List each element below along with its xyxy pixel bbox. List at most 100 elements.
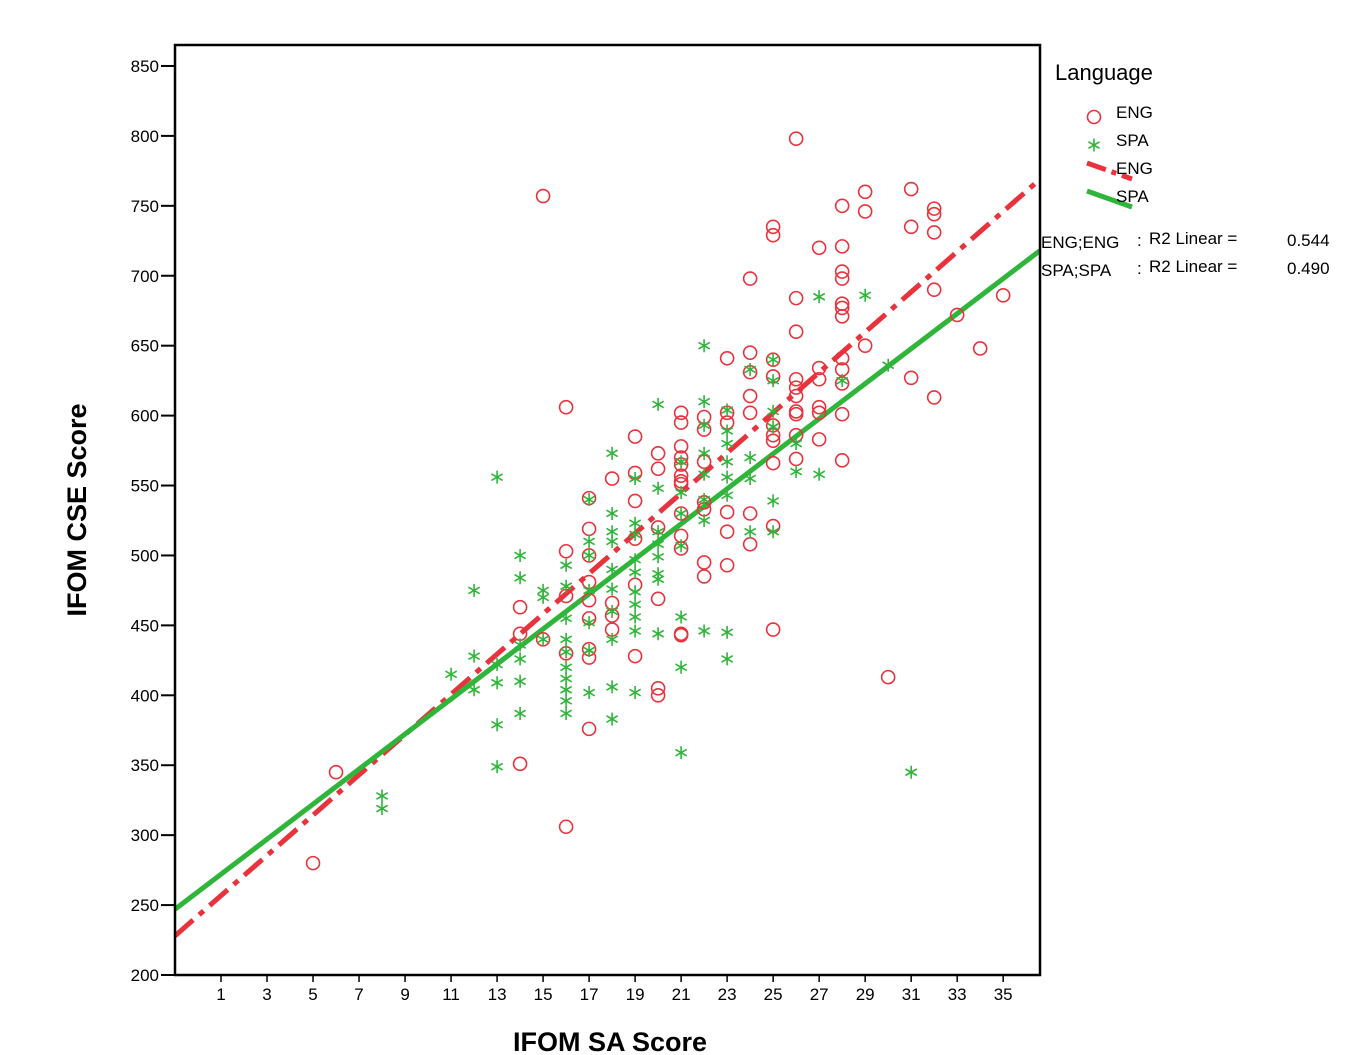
legend-marker-spa (1087, 138, 1101, 152)
data-point-spa (491, 760, 504, 774)
data-point-spa (836, 374, 849, 388)
data-point-eng (765, 622, 781, 637)
x-tick-label: 17 (580, 985, 599, 1004)
data-point-eng (742, 271, 758, 286)
data-point-spa (882, 358, 895, 372)
data-point-eng (719, 504, 735, 520)
data-point-spa (537, 590, 550, 604)
y-tick-label: 600 (131, 407, 159, 426)
data-point-spa (629, 624, 642, 638)
fit-annotation-separator: : (1137, 231, 1142, 250)
data-point-spa (491, 658, 504, 671)
fit-annotations: ENG;ENG: R2 Linear = 0.544 SPA;SPA: R2 Linea… (1041, 229, 1330, 280)
data-point-spa (767, 494, 780, 508)
data-point-spa (767, 420, 780, 434)
x-tick-label: 23 (718, 985, 737, 1004)
data-point-eng (719, 524, 735, 539)
data-point-spa (652, 572, 665, 586)
data-point-eng (834, 300, 850, 316)
fit-annotation-label: R2 Linear = (1149, 229, 1237, 248)
legend-label-eng: ENG (1116, 103, 1153, 122)
data-point-spa (675, 660, 688, 674)
x-tick-label: 11 (442, 985, 460, 1004)
data-point-spa (606, 632, 619, 646)
data-point-spa (445, 667, 458, 681)
data-point-spa (675, 746, 688, 760)
data-point-eng (673, 405, 689, 421)
data-point-spa (652, 397, 665, 411)
data-point-eng (328, 764, 344, 780)
data-point-eng (581, 721, 597, 737)
data-point-spa (629, 565, 642, 579)
legend: Language ENG SPA ENG SPA (1055, 60, 1153, 210)
data-point-spa (813, 467, 826, 481)
legend-label-spa: SPA (1116, 131, 1149, 150)
data-point-eng (558, 543, 574, 559)
data-point-spa (606, 446, 619, 460)
data-point-eng (673, 468, 689, 484)
data-point-spa (606, 712, 619, 726)
data-point-eng (834, 271, 850, 286)
data-point-eng (857, 184, 873, 200)
y-tick-label: 200 (131, 966, 159, 985)
data-point-eng (627, 429, 643, 444)
y-axis-title: IFOM CSE Score (62, 403, 92, 616)
y-tick-label: 450 (131, 616, 159, 635)
data-point-eng (650, 681, 666, 696)
data-point-spa (560, 660, 573, 674)
y-axis: 200 250 300 350 400 450 500 550 600 650 700 750 800 8… (131, 57, 175, 985)
data-point-eng (558, 819, 574, 835)
data-point-spa (744, 451, 757, 465)
plot-frame (173, 43, 1042, 977)
data-point-eng (811, 371, 827, 387)
data-point-spa (468, 583, 481, 597)
data-point-spa (629, 686, 642, 699)
y-tick-label: 700 (131, 267, 159, 286)
data-point-spa (790, 437, 803, 451)
fit-line-eng (173, 177, 1042, 938)
data-point-eng (673, 627, 689, 643)
legend-marker-eng (1086, 109, 1102, 125)
data-point-eng (535, 188, 551, 204)
data-point-spa (652, 550, 665, 564)
data-point-eng (880, 669, 896, 685)
data-point-eng (788, 380, 804, 395)
fit-annotation-value: 0.544 (1287, 231, 1330, 250)
data-point-spa (767, 525, 780, 539)
data-point-eng (558, 399, 574, 415)
data-point-eng (765, 433, 781, 449)
data-point-spa (652, 627, 665, 641)
x-tick-label: 7 (354, 985, 363, 1004)
x-tick-label: 31 (902, 985, 921, 1004)
data-point-spa (583, 583, 596, 597)
data-point-spa (606, 582, 619, 596)
data-point-eng (765, 455, 781, 471)
data-point-spa (721, 424, 734, 438)
data-point-spa (790, 465, 803, 478)
data-point-eng (305, 855, 321, 871)
data-point-eng (834, 309, 850, 324)
x-tick-label: 29 (856, 985, 875, 1004)
legend-line-eng (1086, 160, 1133, 182)
data-point-spa (652, 537, 665, 551)
data-point-eng (834, 198, 850, 214)
data-point-spa (675, 455, 688, 469)
data-point-spa (721, 470, 734, 484)
data-point-spa (606, 562, 619, 576)
data-point-eng (604, 471, 620, 486)
data-point-spa (744, 363, 757, 376)
data-point-eng (903, 219, 919, 235)
data-point-eng (926, 206, 942, 222)
x-axis: 1 3 5 7 9 11 13 15 17 19 21 23 25 27 29 31 33 35 (216, 975, 1013, 1004)
data-point-eng (788, 406, 804, 422)
data-point-eng (673, 439, 689, 454)
data-point-spa (721, 403, 734, 417)
data-point-spa (560, 645, 573, 659)
y-tick-label: 300 (131, 826, 159, 845)
x-tick-label: 19 (626, 985, 645, 1004)
data-point-spa (652, 525, 665, 539)
legend-line-spa (1086, 188, 1133, 210)
data-point-eng (788, 290, 804, 306)
data-point-spa (721, 437, 734, 451)
data-point-eng (788, 371, 804, 387)
